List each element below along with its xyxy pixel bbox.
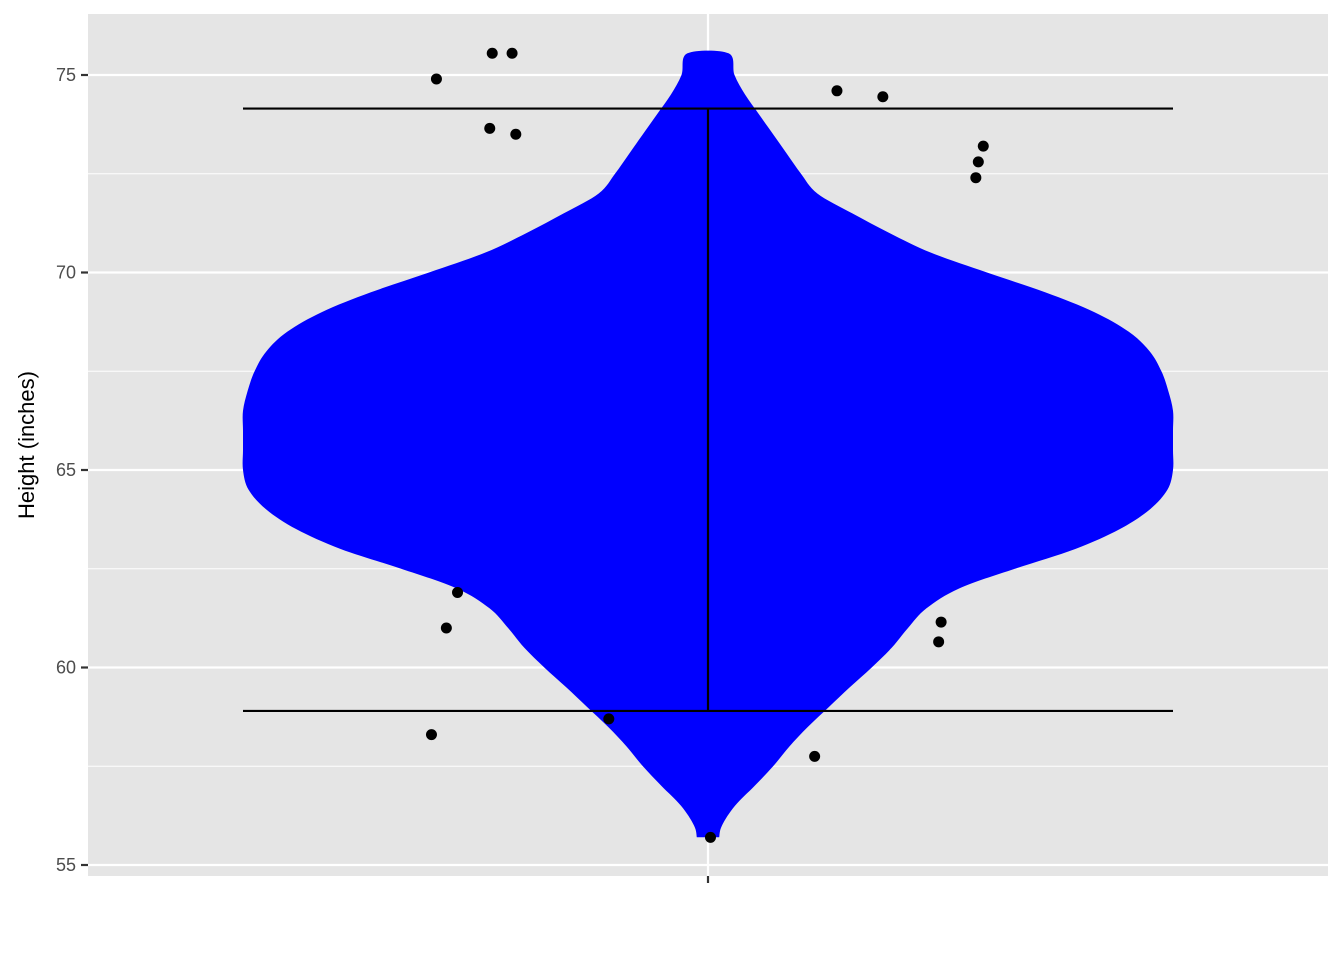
- data-point: [603, 713, 615, 725]
- data-point: [486, 47, 498, 59]
- data-point: [704, 831, 716, 843]
- data-point: [933, 636, 945, 648]
- data-point: [430, 73, 442, 85]
- data-point: [440, 622, 452, 634]
- y-tick-label: 70: [56, 263, 76, 283]
- data-point: [510, 128, 522, 140]
- data-point: [970, 172, 982, 184]
- errorbar-layer: [243, 107, 1173, 713]
- data-point: [831, 85, 843, 97]
- data-point: [484, 122, 496, 134]
- y-axis-title: Height (inches): [14, 371, 39, 519]
- data-point: [452, 586, 464, 598]
- y-tick-label: 75: [56, 65, 76, 85]
- y-tick-label: 65: [56, 460, 76, 480]
- data-point: [425, 729, 437, 741]
- y-tick-label: 55: [56, 855, 76, 875]
- data-point: [877, 91, 889, 103]
- jitter-points: [425, 47, 989, 843]
- data-point: [506, 47, 518, 59]
- axes: 55 60 65 70 75: [56, 65, 710, 883]
- data-point: [977, 140, 989, 152]
- y-tick-label: 60: [56, 658, 76, 678]
- data-point: [972, 156, 984, 168]
- data-point: [935, 616, 947, 628]
- data-point: [809, 750, 821, 762]
